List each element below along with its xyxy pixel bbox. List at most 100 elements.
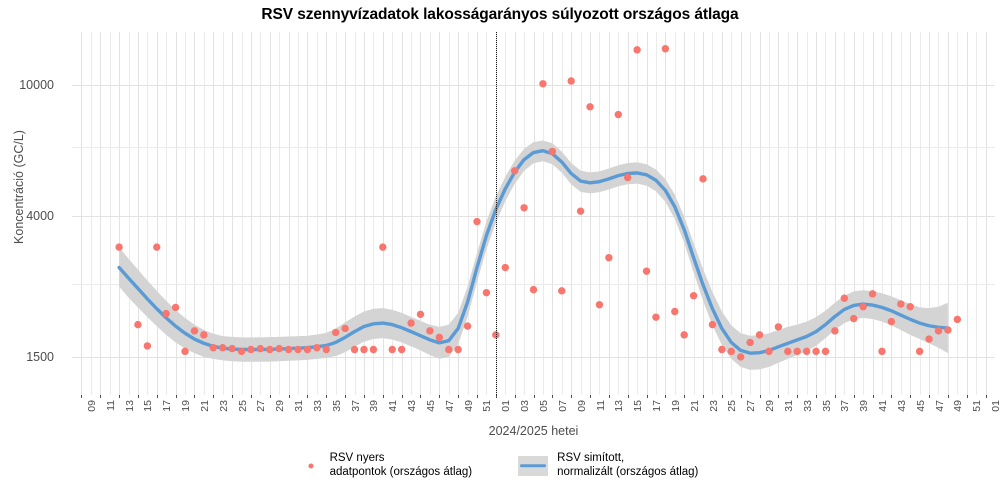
x-axis-tick-labels: 09 11 13 15 17 19 21 23 25 27 29 31 33 35 37 39 41 43 45 47… <box>72 395 1000 455</box>
x-axis-tick-mark <box>646 395 648 398</box>
x-axis-tick-mark <box>382 395 384 398</box>
data-point <box>802 347 811 356</box>
grid-line-vertical <box>90 32 92 395</box>
legend-item-raw-points[interactable]: RSV nyers adatpontok (országos átlag) <box>302 452 472 479</box>
x-axis-tick-mark <box>665 395 667 398</box>
grid-line-vertical <box>778 32 780 395</box>
x-axis-tick-label: 51 <box>481 400 494 412</box>
grid-line-vertical <box>185 32 187 395</box>
grid-line-vertical <box>976 32 978 395</box>
x-axis-title: 2024/2025 hetei <box>488 424 579 438</box>
data-point <box>595 301 604 309</box>
chart-title: RSV szennyvízadatok lakosságarányos súly… <box>261 6 739 23</box>
data-point <box>878 347 886 356</box>
data-point <box>868 290 877 298</box>
x-axis-tick-mark <box>910 395 912 398</box>
y-axis-tick-label: 1500 <box>26 349 54 364</box>
x-axis-tick-mark <box>269 395 271 398</box>
data-point <box>416 310 425 319</box>
data-point <box>671 307 679 316</box>
x-axis-tick-mark <box>81 395 83 398</box>
x-axis-tick-mark <box>175 395 177 398</box>
grid-line-vertical <box>985 32 987 395</box>
data-point <box>284 345 293 354</box>
data-point <box>134 320 142 329</box>
grid-line-vertical <box>872 32 874 395</box>
grid-line-vertical <box>467 32 469 395</box>
x-axis-tick-label: 25 <box>236 400 249 412</box>
smoothed-line-icon <box>518 455 549 476</box>
x-axis-tick-mark <box>816 395 818 398</box>
x-axis-tick-label: 33 <box>311 400 324 412</box>
grid-line-vertical <box>731 32 733 395</box>
data-point <box>247 345 255 354</box>
x-axis-tick-label: 45 <box>424 400 437 412</box>
data-point <box>115 243 123 251</box>
grid-line-vertical <box>929 32 931 395</box>
grid-line-vertical <box>750 32 752 395</box>
data-point <box>652 313 660 321</box>
grid-line-vertical <box>298 32 300 395</box>
grid-line-vertical <box>561 32 563 395</box>
grid-line-vertical <box>203 32 205 395</box>
x-axis-tick-label: 41 <box>387 400 400 412</box>
grid-line-vertical <box>363 32 365 395</box>
data-point <box>266 345 274 354</box>
grid-line-vertical <box>552 32 554 395</box>
grid-line-vertical <box>853 32 855 395</box>
grid-line-horizontal <box>72 356 995 358</box>
data-point <box>332 328 340 337</box>
grid-line-vertical <box>119 32 121 395</box>
x-axis-tick-label: 51 <box>971 400 984 412</box>
data-point <box>294 345 302 354</box>
grid-line-vertical <box>693 32 695 395</box>
data-point <box>190 327 199 335</box>
grid-line-vertical <box>439 32 441 395</box>
data-point <box>708 320 717 329</box>
data-point <box>322 345 330 354</box>
grid-line-vertical <box>816 32 818 395</box>
grid-line-vertical <box>797 32 799 395</box>
data-point <box>520 204 528 212</box>
x-axis-tick-mark <box>401 395 403 398</box>
data-point <box>953 315 962 324</box>
grid-line-vertical <box>608 32 610 395</box>
legend-item-smoothed-line[interactable]: RSV simított, normalizált (országos átla… <box>518 452 698 479</box>
scatter-point-icon <box>302 456 321 475</box>
data-point <box>586 103 594 111</box>
grid-line-vertical <box>401 32 403 395</box>
x-axis-tick-label: 09 <box>85 400 98 412</box>
x-axis-tick-label: 01 <box>500 400 513 412</box>
data-point <box>633 46 641 54</box>
grid-line-vertical <box>938 32 940 395</box>
grid-line-vertical <box>458 32 460 395</box>
x-axis-tick-label: 35 <box>330 400 343 412</box>
grid-line-vertical <box>476 32 478 395</box>
grid-line-vertical <box>703 32 705 395</box>
grid-line-vertical <box>269 32 271 395</box>
x-axis-tick-mark <box>533 395 535 398</box>
grid-line-vertical <box>250 32 252 395</box>
grid-line-vertical <box>100 32 102 395</box>
grid-line-vertical <box>260 32 262 395</box>
data-point <box>275 344 283 353</box>
grid-line-horizontal <box>72 283 995 285</box>
x-axis-tick-mark <box>684 395 686 398</box>
grid-line-vertical <box>81 32 83 395</box>
data-point <box>218 344 227 352</box>
x-axis-tick-label: 31 <box>293 400 306 412</box>
grid-line-vertical <box>712 32 714 395</box>
x-axis-tick-label: 39 <box>368 400 381 412</box>
data-point <box>379 243 387 251</box>
grid-line-vertical <box>646 32 648 395</box>
x-axis-tick-mark <box>250 395 252 398</box>
x-axis-tick-mark <box>853 395 855 398</box>
data-point <box>558 287 566 295</box>
grid-line-vertical <box>213 32 215 395</box>
grid-line-vertical <box>637 32 639 395</box>
data-point <box>699 175 707 183</box>
x-axis-tick-mark <box>345 395 347 398</box>
grid-line-vertical <box>524 32 526 395</box>
grid-line-vertical <box>542 32 544 395</box>
x-axis-tick-mark <box>627 395 629 398</box>
